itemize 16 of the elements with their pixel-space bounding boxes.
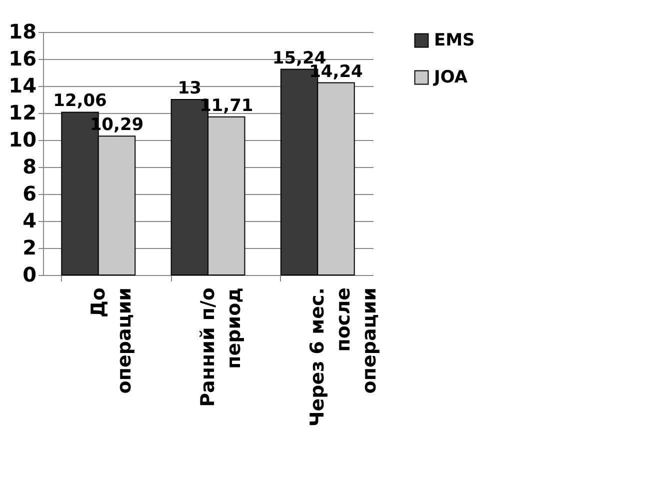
legend-label: EMS [434,30,475,50]
y-tick-label: 14 [8,74,36,98]
y-tick-label: 6 [22,182,36,206]
y-tick-label: 8 [22,154,36,178]
x-tick-label: Ранний п/о период [197,288,245,407]
y-tick-label: 0 [22,262,36,286]
y-tick-label: 12 [8,100,36,124]
y-tick-label: 18 [8,20,36,44]
legend-label: JOA [433,68,468,88]
y-tick-label: 10 [8,128,36,152]
x-tick-label: До операции [87,288,136,394]
data-label: 13 [178,78,202,98]
y-tick-label: 4 [22,208,36,232]
data-label: 12,06 [53,91,107,112]
y-tick-label: 16 [8,46,36,70]
y-tick-label: 2 [22,236,36,260]
